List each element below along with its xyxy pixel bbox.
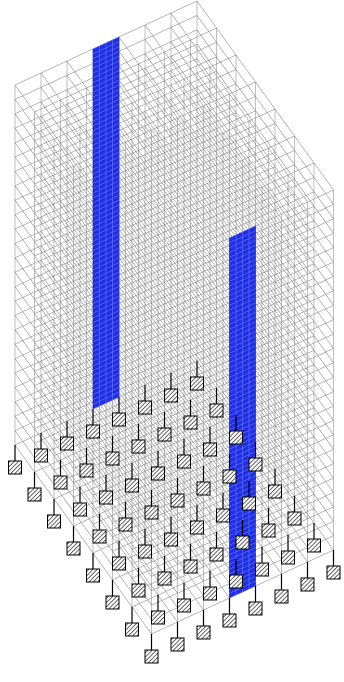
support-block bbox=[144, 649, 159, 664]
support-block bbox=[183, 415, 198, 430]
support-block bbox=[177, 454, 191, 469]
support-block bbox=[151, 466, 165, 481]
support-block bbox=[170, 493, 185, 508]
support-block bbox=[86, 568, 100, 583]
support-block bbox=[60, 436, 74, 451]
support-block bbox=[261, 523, 276, 538]
support-block bbox=[112, 412, 126, 427]
support-block bbox=[248, 601, 263, 616]
support-block bbox=[196, 625, 211, 640]
support-block bbox=[203, 442, 217, 457]
support-block bbox=[235, 535, 250, 550]
support-block bbox=[112, 556, 126, 571]
support-block bbox=[164, 532, 178, 547]
support-block bbox=[203, 586, 217, 601]
support-block bbox=[118, 517, 133, 532]
support-block bbox=[209, 547, 224, 562]
support-block bbox=[105, 451, 120, 466]
support-block bbox=[157, 427, 172, 442]
support-block bbox=[183, 559, 198, 574]
support-block bbox=[190, 520, 204, 535]
supports bbox=[8, 361, 341, 664]
support-block bbox=[229, 430, 243, 445]
support-block bbox=[222, 469, 237, 484]
support-block bbox=[47, 514, 61, 529]
support-block bbox=[151, 610, 165, 625]
support-block bbox=[53, 475, 68, 490]
support-block bbox=[177, 598, 191, 613]
support-block bbox=[79, 463, 94, 478]
support-block bbox=[307, 538, 321, 553]
support-block bbox=[209, 403, 224, 418]
support-block bbox=[242, 496, 256, 511]
support-block bbox=[170, 637, 185, 652]
support-block bbox=[34, 448, 48, 463]
support-block bbox=[125, 622, 139, 637]
support-block bbox=[196, 481, 211, 496]
support-block bbox=[281, 550, 295, 565]
support-block bbox=[157, 571, 172, 586]
support-block bbox=[229, 574, 243, 589]
support-block bbox=[190, 376, 204, 391]
support-block bbox=[105, 595, 120, 610]
support-block bbox=[8, 460, 22, 475]
support-block bbox=[92, 529, 107, 544]
support-block bbox=[86, 424, 100, 439]
support-block bbox=[274, 589, 289, 604]
support-block bbox=[222, 613, 237, 628]
wall-mesh bbox=[92, 36, 120, 410]
support-block bbox=[131, 583, 146, 598]
support-block bbox=[73, 502, 87, 517]
support-block bbox=[216, 508, 230, 523]
support-block bbox=[248, 457, 263, 472]
support-block bbox=[138, 400, 152, 415]
support-block bbox=[326, 565, 341, 580]
support-block bbox=[125, 478, 139, 493]
support-block bbox=[99, 490, 113, 505]
support-block bbox=[255, 562, 269, 577]
support-block bbox=[131, 439, 146, 454]
support-block bbox=[27, 487, 42, 502]
support-block bbox=[144, 505, 159, 520]
support-block bbox=[66, 541, 81, 556]
support-block bbox=[300, 577, 315, 592]
support-block bbox=[138, 544, 152, 559]
support-block bbox=[164, 388, 178, 403]
core-walls bbox=[92, 36, 256, 599]
support-block bbox=[287, 511, 302, 526]
support-block bbox=[268, 484, 282, 499]
